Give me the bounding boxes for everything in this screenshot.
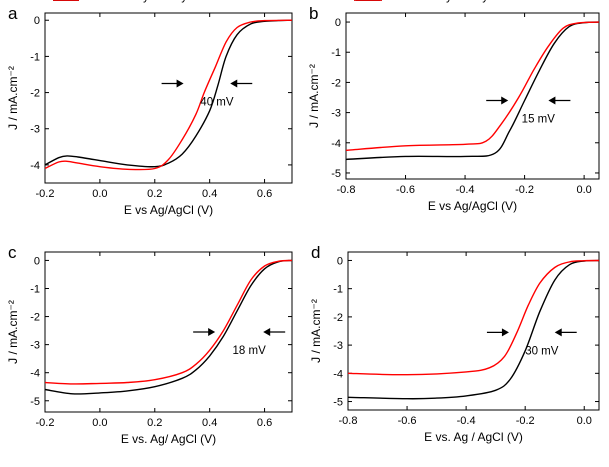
x-tick-label: -0.2 <box>36 417 55 429</box>
y-axis-label: J / mA.cm⁻² <box>307 64 321 128</box>
series-line-initial <box>44 19 293 168</box>
series-line-initial <box>345 21 600 161</box>
y-tick-label: -2 <box>30 88 40 100</box>
y-tick-label: -4 <box>30 160 40 172</box>
arrow-left-head <box>176 79 184 88</box>
x-tick-label: -0.8 <box>339 415 358 427</box>
x-tick-label: 0.6 <box>257 417 272 429</box>
plot-frame <box>44 251 293 413</box>
series-line-cycled <box>44 19 293 171</box>
y-tick-label: -4 <box>333 368 343 380</box>
y-axis-label: J / mA.cm⁻² <box>309 299 323 363</box>
y-tick-label: -3 <box>30 340 40 352</box>
x-axis-label: E vs. Ag/ AgCl (V) <box>121 432 216 446</box>
arrow-left-head <box>208 328 216 336</box>
y-tick-label: 0 <box>335 17 341 29</box>
y-tick-label: -5 <box>331 168 341 180</box>
panel-a: -0.2 0.0 0.2 0.4 0.6 0 -1 -2 -3 -4 E vs Ag/AgCl (V… <box>6 0 293 217</box>
y-tick-label: -1 <box>331 47 341 59</box>
y-tick-label: -2 <box>333 312 343 324</box>
x-axis-label: E vs Ag/AgCl (V) <box>124 203 213 217</box>
y-tick-label: 0 <box>337 255 343 267</box>
x-tick-label: 0.2 <box>147 417 162 429</box>
x-tick-label: -0.8 <box>337 184 356 196</box>
series-line-cycled <box>347 259 600 376</box>
y-tick-label: 0 <box>34 255 40 267</box>
x-tick-label: 0.4 <box>202 188 217 200</box>
x-tick-label: 0.0 <box>92 188 107 200</box>
arrow-right-head <box>263 328 271 336</box>
legend-label: ES-CNCo-5 8000 cycles <box>384 0 509 3</box>
x-tick-label: -0.4 <box>456 184 475 196</box>
plot-frame <box>345 12 600 180</box>
arrow-right-head <box>230 79 238 88</box>
series-line-cycled <box>345 21 600 151</box>
annotation-text: 15 mV <box>522 114 556 126</box>
x-tick-label: -0.2 <box>516 415 535 427</box>
x-tick-label: -0.6 <box>396 184 415 196</box>
series-line-cycled <box>44 259 293 385</box>
y-tick-label: -3 <box>333 340 343 352</box>
y-tick-label: -5 <box>333 397 343 409</box>
legend-label: Pt/C 8000 cycles <box>83 0 170 3</box>
series-line-initial <box>44 259 293 395</box>
y-tick-label: -5 <box>30 396 40 408</box>
x-tick-label: 0.0 <box>577 415 592 427</box>
panel-b: -0.8 -0.6 -0.4 -0.2 0.0 0 -1 -2 -3 -4 -5 E vs Ag/Ag… <box>307 0 600 213</box>
legend-label: ES-CNCo-5 8000 cycles <box>83 0 208 3</box>
legend-label: ES-CNCo-5 Initial <box>384 0 475 3</box>
annotation-text: 18 mV <box>233 345 267 357</box>
legend-label: Pt/C Initial <box>83 0 135 3</box>
arrow-left-head <box>501 328 509 337</box>
x-tick-label: -0.4 <box>457 415 476 427</box>
y-tick-label: -4 <box>331 138 341 150</box>
x-tick-label: -0.6 <box>398 415 417 427</box>
x-tick-label: 0.2 <box>147 188 162 200</box>
x-tick-label: 0.0 <box>576 184 591 196</box>
arrow-right-head <box>548 96 556 105</box>
annotation-text: 30 mV <box>525 345 559 357</box>
x-tick-label: 0.6 <box>257 188 272 200</box>
legend-label: ES-CNCo-5 Initial <box>83 0 174 3</box>
series-line-initial <box>347 259 600 400</box>
panel-letter: b <box>309 4 318 23</box>
x-tick-label: 0.4 <box>202 417 217 429</box>
panel-d: -0.8 -0.6 -0.4 -0.2 0.0 0 -1 -2 -3 -4 -5 E vs. Ag /… <box>309 0 600 444</box>
y-tick-label: 0 <box>34 15 40 27</box>
x-tick-label: -0.2 <box>36 188 55 200</box>
y-tick-label: -3 <box>331 108 341 120</box>
y-axis-label: J / mA.cm⁻² <box>6 300 20 364</box>
x-tick-label: 0.0 <box>92 417 107 429</box>
panel-letter: d <box>311 243 320 262</box>
plot-frame <box>44 12 293 184</box>
annotation-text: 40 mV <box>200 97 234 109</box>
legend-label: Pt/C 8000 cycles <box>386 0 473 3</box>
y-axis-label: J / mA.cm⁻² <box>6 66 20 130</box>
x-tick-label: -0.2 <box>515 184 534 196</box>
y-tick-label: -4 <box>30 368 40 380</box>
plot-frame <box>347 251 600 411</box>
x-axis-label: E vs. Ag / AgCl (V) <box>424 430 523 444</box>
panel-letter: a <box>8 4 18 23</box>
y-tick-label: -3 <box>30 124 40 136</box>
panel-letter: c <box>8 243 17 262</box>
legend-label: Pt/C Initial <box>386 0 438 3</box>
arrow-left-head <box>501 96 509 105</box>
arrow-right-head <box>554 328 562 337</box>
x-axis-label: E vs Ag/AgCl (V) <box>428 199 517 213</box>
y-tick-label: -1 <box>30 51 40 63</box>
y-tick-label: -1 <box>333 284 343 296</box>
y-tick-label: -2 <box>30 312 40 324</box>
y-tick-label: -2 <box>331 77 341 89</box>
panel-c: -0.2 0.0 0.2 0.4 0.6 0 -1 -2 -3 -4 -5 E vs. Ag/ AgC… <box>6 0 293 446</box>
y-tick-label: -1 <box>30 283 40 295</box>
